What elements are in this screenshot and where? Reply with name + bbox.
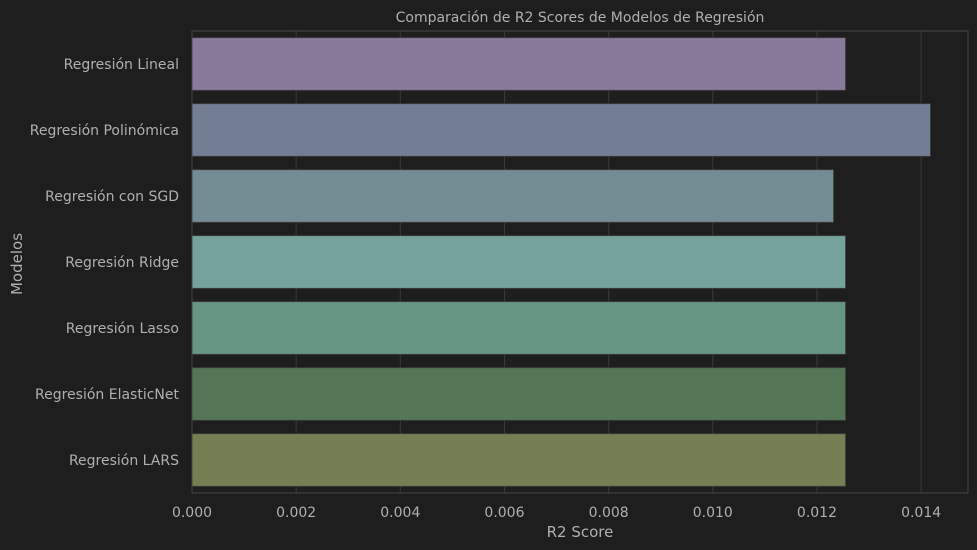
x-tick-label: 0.002	[276, 505, 316, 521]
x-axis-label: R2 Score	[547, 523, 614, 541]
x-tick-label: 0.010	[693, 505, 733, 521]
y-tick-label: Regresión Lasso	[66, 321, 179, 337]
x-tick-label: 0.008	[589, 505, 629, 521]
x-tick-label: 0.014	[901, 505, 941, 521]
y-tick-label: Regresión Ridge	[65, 255, 179, 271]
bars	[191, 37, 932, 487]
plot-area-frame	[191, 30, 969, 494]
y-tick-label: Regresión con SGD	[45, 189, 179, 205]
y-tick-label: Regresión ElasticNet	[35, 387, 180, 403]
bar	[191, 301, 847, 355]
y-tick-label: Regresión Polinómica	[30, 123, 179, 139]
bar	[191, 367, 847, 421]
y-tick-label: Regresión Lineal	[64, 57, 179, 73]
bar	[191, 169, 835, 223]
bar	[191, 103, 932, 157]
chart-title: Comparación de R2 Scores de Modelos de R…	[396, 10, 765, 26]
y-tick-label: Regresión LARS	[69, 453, 179, 469]
y-axis-ticks: Regresión Lineal Regresión Polinómica Regr…	[30, 57, 180, 469]
x-axis-ticks: 0.000 0.002 0.004 0.006 0.008 0.010 0.012 0.014	[172, 505, 941, 521]
x-tick-label: 0.000	[172, 505, 212, 521]
y-axis-label: Modelos	[8, 233, 26, 295]
bar	[191, 37, 847, 91]
bar	[191, 235, 847, 289]
x-tick-label: 0.004	[380, 505, 420, 521]
x-tick-label: 0.006	[484, 505, 524, 521]
bar	[191, 433, 847, 487]
x-tick-label: 0.012	[797, 505, 837, 521]
